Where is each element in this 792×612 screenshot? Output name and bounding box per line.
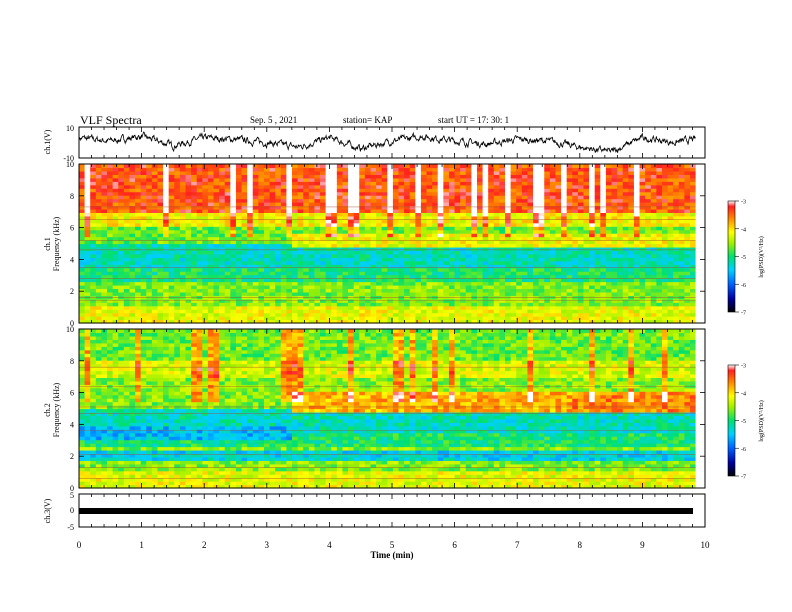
time-tick-label-6: 6 (452, 540, 457, 550)
ch3-voltage-ylabel: ch.3(V) (43, 498, 52, 523)
ytick-label-6: 6 (70, 224, 74, 233)
time-tick-label-2: 2 (202, 540, 207, 550)
ch1-spectrogram-ylabel-channel: ch.1 (43, 237, 52, 251)
ch1-colorbar-label: log(PSD)(V²/Hz) (758, 236, 765, 277)
ch3-voltage-trace (79, 508, 693, 514)
time-tick-label-4: 4 (327, 540, 332, 550)
colorbar-tick--7: -7 (741, 475, 746, 481)
colorbar-tick--4: -4 (741, 391, 746, 397)
colorbar-tick--6: -6 (741, 283, 746, 289)
ch1-spectrogram-yticks: 0 2 4 6 8 10 (66, 160, 705, 328)
ch2-colorbar-label: log(PSD)(V²/Hz) (758, 400, 765, 441)
time-tick-label-0: 0 (77, 540, 82, 550)
colorbar-tick--6: -6 (741, 447, 746, 453)
ytick-label-8: 8 (70, 192, 74, 201)
panel-ch2-spectrogram: 0 2 4 6 8 10 ch.2 Frequency (kHz) (43, 325, 706, 493)
ch1-spectrogram-image (79, 164, 705, 324)
ytick-label-2: 2 (70, 287, 74, 296)
ch1-colorbar: -3 -4 -5 -6 -7 log(PSD)(V²/Hz) (727, 200, 765, 317)
ytick-label-10: 10 (66, 325, 74, 334)
panel-ch1-voltage: 10 -10 ch.1(V) (43, 124, 706, 163)
panel-ch3-voltage: 5 0 -5 ch.3(V) (43, 491, 706, 532)
ytick-label-6: 6 (70, 389, 74, 398)
colorbar-tick--5: -5 (741, 255, 746, 261)
time-tick-label-9: 9 (640, 540, 645, 550)
date-label: Sep. 5 , 2021 (250, 115, 297, 125)
colorbar-tick--7: -7 (741, 311, 746, 317)
time-tick-label-3: 3 (265, 540, 270, 550)
ytick-label-4: 4 (70, 255, 74, 264)
ytick-label-10: 10 (66, 160, 74, 169)
time-axis-ticks (78, 127, 706, 527)
ch1-voltage-trace (79, 131, 696, 154)
ch1-colorbar-ticks: -3 -4 -5 -6 -7 (735, 200, 746, 317)
panel-ch1-spectrogram: 0 2 4 6 8 10 ch.1 Frequency (kHz) (43, 160, 706, 328)
ch2-spectrogram-yticks: 0 2 4 6 8 10 (66, 325, 705, 493)
ytick-label-2: 2 (70, 452, 74, 461)
ch3-voltage-ytick-top: 5 (70, 491, 74, 500)
ch1-voltage-ytick-top: 10 (66, 124, 74, 133)
start-time-label: start UT = 17: 30: 1 (438, 115, 509, 125)
ch2-colorbar: -3 -4 -5 -6 -7 log(PSD)(V²/Hz) (727, 364, 765, 481)
time-axis-tick-labels: 0 1 2 3 4 5 6 7 8 9 10 (77, 540, 710, 550)
time-axis-label: Time (min) (370, 550, 413, 560)
ch1-spectrogram-ylabel: Frequency (kHz) (52, 216, 61, 271)
ch3-voltage-ytick-bottom: -5 (67, 523, 74, 532)
time-tick-label-1: 1 (139, 540, 144, 550)
ch1-voltage-ytick-bottom: -10 (63, 154, 74, 163)
ytick-label-4: 4 (70, 420, 74, 429)
colorbar-tick--3: -3 (741, 364, 746, 370)
ch1-voltage-ylabel: ch.1(V) (43, 129, 52, 154)
ytick-label-0: 0 (70, 484, 74, 493)
station-label: station= KAP (343, 115, 392, 125)
colorbar-tick--5: -5 (741, 419, 746, 425)
ytick-label-0: 0 (70, 319, 74, 328)
figure-title: VLF Spectra (80, 113, 142, 127)
ch2-spectrogram-ylabel-channel: ch.2 (43, 403, 52, 417)
ytick-label-8: 8 (70, 357, 74, 366)
time-tick-label-10: 10 (701, 540, 711, 550)
ch3-voltage-ytick-mid: 0 (70, 506, 74, 515)
time-tick-label-7: 7 (515, 540, 520, 550)
time-tick-label-8: 8 (578, 540, 583, 550)
ch2-colorbar-ticks: -3 -4 -5 -6 -7 (735, 364, 746, 481)
colorbar-tick--4: -4 (741, 227, 746, 233)
ch2-spectrogram-image (79, 329, 705, 489)
ch2-spectrogram-ylabel: Frequency (kHz) (52, 382, 61, 437)
colorbar-tick--3: -3 (741, 200, 746, 206)
time-tick-label-5: 5 (390, 540, 395, 550)
